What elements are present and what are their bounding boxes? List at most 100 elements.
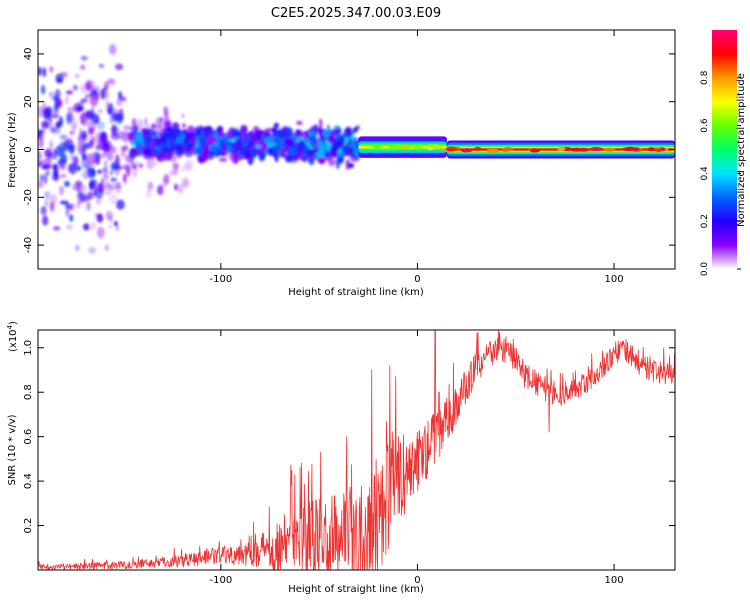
spectral-blob (49, 66, 54, 73)
spectral-blob (91, 106, 95, 111)
spectral-blob (76, 200, 81, 209)
spectral-blob (58, 163, 67, 170)
spectral-blob (135, 132, 143, 144)
spectral-blob (193, 127, 200, 137)
spectral-blob (282, 146, 287, 154)
spectrogram-heatmap (38, 43, 675, 254)
spectral-blob (49, 194, 58, 206)
spectral-blob (69, 214, 74, 222)
spectral-blob (241, 148, 247, 154)
spectral-blob (38, 112, 43, 118)
spectral-blob (241, 130, 245, 141)
spectral-blob (64, 180, 70, 187)
spectral-blob (163, 173, 170, 185)
spectral-blob (161, 151, 167, 158)
spectral-blob (337, 151, 344, 158)
spectral-blob (105, 100, 109, 109)
spectral-blob (252, 134, 257, 146)
spectral-peak (603, 147, 616, 152)
spectrogram-blobs (38, 43, 363, 254)
spectral-blob (45, 170, 50, 176)
spectral-peak (460, 148, 473, 153)
spectral-blob (109, 170, 114, 176)
spectrogram-y-tick-label: 20 (23, 95, 34, 108)
spectral-blob (115, 98, 123, 107)
spectral-blob (172, 135, 178, 141)
spectral-peak (576, 147, 590, 152)
spectral-blob (97, 182, 105, 194)
spectral-blob (333, 129, 342, 135)
spectral-blob (186, 143, 195, 150)
spectral-blob (79, 112, 86, 125)
spectral-blob (353, 127, 358, 133)
spectral-blob (153, 131, 157, 138)
snr-y-tick-label: 0.6 (23, 429, 34, 445)
spectral-blob (175, 143, 183, 154)
spectral-blob (105, 189, 112, 196)
spectral-blob (174, 163, 178, 176)
spectral-blob (76, 105, 84, 112)
snr-y-tick-label: 1.0 (23, 340, 34, 356)
spectral-blob (49, 91, 54, 98)
snr-y-tick-label: 0.4 (23, 473, 34, 489)
spectral-peak (589, 147, 603, 152)
spectral-blob (250, 146, 258, 159)
spectral-blob (47, 152, 54, 160)
spectral-blob (53, 226, 61, 231)
spectral-blob (94, 156, 100, 164)
snr-x-tick-label: 0 (414, 575, 420, 586)
spectral-blob (103, 174, 109, 180)
spectral-blob (152, 140, 161, 148)
spectral-blob (98, 63, 105, 68)
spectral-blob (66, 224, 74, 230)
spectral-blob (122, 164, 130, 171)
spectral-blob (74, 181, 83, 186)
snr-frame (37, 329, 676, 571)
spectral-blob (318, 118, 323, 130)
spectral-blob (59, 200, 68, 205)
spectral-blob (273, 122, 280, 129)
colorbar-gradient (712, 30, 737, 269)
spectral-blob (81, 142, 89, 151)
spectral-blob (74, 73, 80, 78)
spectral-blob (86, 201, 91, 211)
spectral-blob (174, 183, 178, 191)
spectral-blob (327, 158, 336, 167)
spectral-blob (91, 168, 96, 176)
spectrogram-y-axis-label: Frequency (Hz) (7, 112, 18, 188)
spectral-blob (44, 191, 51, 200)
spectral-blob (218, 157, 228, 162)
spectral-blob (97, 169, 102, 174)
spectral-blob (96, 120, 105, 131)
spectral-blob (49, 139, 53, 148)
spectrogram-panel: -100 0 100 -40 -20 0 20 40 Height of straight … (7, 29, 676, 298)
snr-multiplier: (x104) (6, 321, 19, 352)
spectral-peak (557, 146, 566, 151)
spectral-blob (246, 147, 251, 156)
spectral-peak (427, 144, 440, 149)
spectral-blob (96, 213, 104, 223)
spectral-blob (40, 206, 47, 216)
spectral-blob (59, 173, 67, 179)
spectral-blob (136, 159, 141, 167)
spectral-blob (70, 153, 75, 162)
spectral-blob (327, 133, 336, 145)
spectral-blob (187, 125, 195, 134)
svg-text:(x104): (x104) (6, 321, 19, 352)
spectral-blob (82, 170, 90, 180)
spectral-blob (38, 160, 43, 168)
spectral-blob (53, 94, 59, 103)
spectral-blob (263, 136, 271, 144)
snr-panel: -100 0 100 0.2 0.4 0.6 0.8 1.0 Height of strai… (6, 321, 676, 595)
spectral-blob (152, 136, 161, 142)
spectral-peak (445, 147, 457, 152)
spectral-blob (80, 55, 88, 61)
spectral-blob (206, 135, 215, 146)
spectral-blob (53, 149, 57, 161)
spectral-blob (66, 111, 74, 122)
spectral-blob (339, 134, 345, 145)
spectral-blob (113, 165, 119, 170)
spectral-blob (104, 244, 110, 252)
spectral-blob (67, 107, 75, 112)
spectral-blob (119, 146, 129, 151)
